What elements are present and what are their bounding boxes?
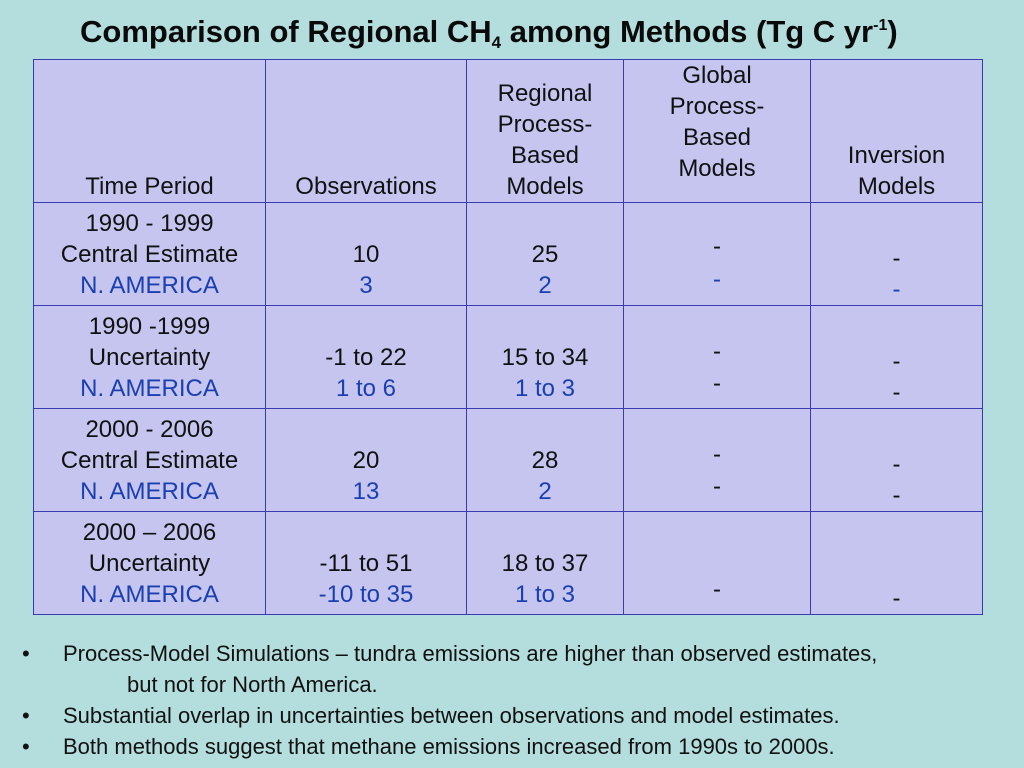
bullet-text-continued: but not for North America. xyxy=(127,672,378,697)
cell-global: - - xyxy=(623,305,811,409)
table-header-row: Time Period Observations Regional Proces… xyxy=(33,59,983,203)
cell-inversion: - - xyxy=(810,408,983,512)
bullet-item: • Both methods suggest that methane emis… xyxy=(22,731,1017,762)
cell-observations: 10 3 xyxy=(265,202,467,306)
title-superscript: -1 xyxy=(873,17,888,34)
cell-regional: 25 2 xyxy=(466,202,624,306)
header-observations: Observations xyxy=(265,59,467,203)
cell-inversion: - - xyxy=(810,202,983,306)
cell-time-period: 2000 – 2006 Uncertainty N. AMERICA xyxy=(33,511,266,615)
cell-global: - - xyxy=(623,202,811,306)
cell-inversion: - xyxy=(810,511,983,615)
bullet-item: • Process-Model Simulations – tundra emi… xyxy=(22,638,1017,700)
cell-inversion: - - xyxy=(810,305,983,409)
cell-time-period: 2000 - 2006 Central Estimate N. AMERICA xyxy=(33,408,266,512)
title-rest: among Methods (Tg C yr xyxy=(501,14,874,49)
title-main: Comparison of Regional CH xyxy=(80,14,492,49)
table-row: 2000 - 2006 Central Estimate N. AMERICA … xyxy=(33,408,983,512)
bullet-marker: • xyxy=(22,703,30,728)
bullet-text: Substantial overlap in uncertainties bet… xyxy=(63,703,840,728)
header-time-period: Time Period xyxy=(33,59,266,203)
table-row: 2000 – 2006 Uncertainty N. AMERICA -11 t… xyxy=(33,511,983,615)
table-row: 1990 - 1999 Central Estimate N. AMERICA … xyxy=(33,202,983,306)
header-regional-models: Regional Process- Based Models xyxy=(466,59,624,203)
header-inversion-models: Inversion Models xyxy=(810,59,983,203)
cell-global: - - xyxy=(623,408,811,512)
bullet-marker: • xyxy=(22,641,30,666)
header-global-models: Global Process- Based Models xyxy=(623,59,811,203)
cell-time-period: 1990 - 1999 Central Estimate N. AMERICA xyxy=(33,202,266,306)
slide-title: Comparison of Regional CH4 among Methods… xyxy=(80,14,1000,53)
table-row: 1990 -1999 Uncertainty N. AMERICA -1 to … xyxy=(33,305,983,409)
bullet-text: Process-Model Simulations – tundra emiss… xyxy=(63,641,878,666)
title-subscript: 4 xyxy=(491,33,502,52)
bullet-marker: • xyxy=(22,734,30,759)
cell-observations: 20 13 xyxy=(265,408,467,512)
cell-observations: -11 to 51 -10 to 35 xyxy=(265,511,467,615)
cell-observations: -1 to 22 1 to 6 xyxy=(265,305,467,409)
cell-regional: 15 to 34 1 to 3 xyxy=(466,305,624,409)
cell-regional: 28 2 xyxy=(466,408,624,512)
bullet-text: Both methods suggest that methane emissi… xyxy=(63,734,835,759)
title-close: ) xyxy=(887,14,898,49)
cell-global: - xyxy=(623,511,811,615)
bullet-list: • Process-Model Simulations – tundra emi… xyxy=(22,638,1017,762)
bullet-item: • Substantial overlap in uncertainties b… xyxy=(22,700,1017,731)
comparison-table: Time Period Observations Regional Proces… xyxy=(33,59,983,615)
cell-regional: 18 to 37 1 to 3 xyxy=(466,511,624,615)
cell-time-period: 1990 -1999 Uncertainty N. AMERICA xyxy=(33,305,266,409)
